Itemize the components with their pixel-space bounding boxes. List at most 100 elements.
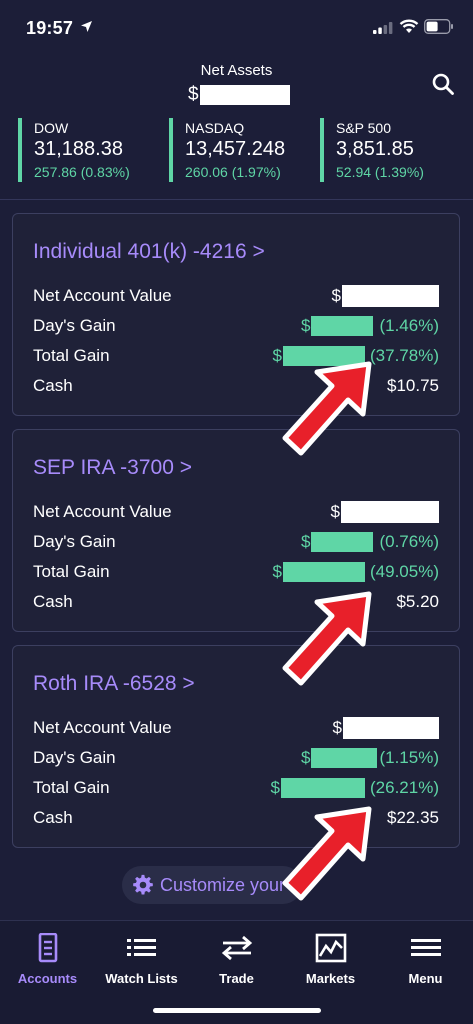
index-value: 3,851.85	[336, 138, 414, 160]
currency: $	[331, 286, 341, 305]
bottom-tab-bar: Accounts Watch Lists Trade Markets M	[0, 920, 473, 1024]
location-arrow-icon	[81, 21, 92, 32]
red-arrow-annotation	[282, 591, 372, 686]
net-account-value-row: Net Account Value $	[33, 284, 439, 308]
tab-trade[interactable]: Trade	[189, 933, 284, 986]
currency: $	[270, 778, 281, 797]
currency: $	[272, 562, 283, 581]
redacted-value	[311, 532, 374, 552]
cash-row: Cash $5.20	[33, 590, 439, 614]
row-label: Cash	[33, 376, 73, 395]
list-icon	[126, 939, 156, 956]
days-gain-pct: (1.15%)	[379, 748, 439, 767]
cellular-signal-icon	[373, 22, 393, 34]
account-title[interactable]: Individual 401(k) -4216 >	[33, 240, 265, 263]
tab-label: Trade	[219, 971, 254, 986]
days-gain-row: Day's Gain $ (0.76%)	[33, 530, 439, 554]
tab-label: Watch Lists	[105, 971, 178, 986]
tab-watch-lists[interactable]: Watch Lists	[94, 933, 189, 986]
row-label: Cash	[33, 808, 73, 827]
cash-row: Cash $22.35	[33, 806, 439, 830]
index-sp500[interactable]: S&P 500 3,851.85 52.94 (1.39%)	[320, 118, 424, 182]
index-name: S&P 500	[336, 120, 392, 136]
cash-value: $10.75	[387, 376, 439, 395]
currency: $	[332, 718, 342, 737]
total-gain-pct: (49.05%)	[370, 562, 439, 581]
account-card-sep-ira[interactable]: SEP IRA -3700 > Net Account Value $ Day'…	[12, 429, 460, 632]
battery-icon	[424, 19, 453, 34]
hamburger-menu-icon	[410, 939, 441, 956]
redacted-value	[343, 717, 439, 739]
tab-menu[interactable]: Menu	[378, 933, 473, 986]
document-icon	[38, 933, 57, 963]
account-card-401k[interactable]: Individual 401(k) -4216 > Net Account Va…	[12, 213, 460, 416]
net-assets-value: $	[188, 84, 290, 106]
tab-markets[interactable]: Markets	[283, 933, 378, 986]
row-label: Total Gain	[33, 346, 110, 365]
row-label: Day's Gain	[33, 748, 116, 767]
row-label: Net Account Value	[33, 286, 172, 305]
row-label: Day's Gain	[33, 316, 116, 335]
row-label: Total Gain	[33, 562, 110, 581]
customize-button[interactable]: Customize your	[122, 866, 302, 904]
cash-row: Cash $10.75	[33, 374, 439, 398]
account-title[interactable]: Roth IRA -6528 >	[33, 672, 195, 695]
redacted-value	[283, 346, 366, 366]
days-gain-row: Day's Gain $ (1.46%)	[33, 314, 439, 338]
currency: $	[301, 316, 311, 335]
account-title[interactable]: SEP IRA -3700 >	[33, 456, 192, 479]
currency: $	[272, 346, 283, 365]
total-gain-pct: (37.78%)	[370, 346, 439, 365]
status-bar: 19:57	[0, 0, 473, 50]
index-name: NASDAQ	[185, 120, 245, 136]
swap-arrows-icon	[221, 935, 252, 961]
row-label: Total Gain	[33, 778, 110, 797]
tab-accounts[interactable]: Accounts	[0, 933, 95, 986]
redacted-value	[281, 778, 366, 798]
net-assets-currency: $	[188, 84, 199, 105]
red-arrow-annotation	[282, 361, 372, 456]
chart-icon	[315, 933, 346, 963]
market-indices: DOW 31,188.38 257.86 (0.83%) NASDAQ 13,4…	[0, 118, 473, 182]
index-value: 13,457.248	[185, 138, 286, 160]
net-account-value-row: Net Account Value $	[33, 716, 439, 740]
wifi-icon	[399, 19, 419, 33]
home-indicator	[153, 1008, 321, 1013]
status-time: 19:57	[26, 18, 74, 38]
row-label: Cash	[33, 592, 73, 611]
total-gain-pct: (26.21%)	[370, 778, 439, 797]
total-gain-row: Total Gain $ (49.05%)	[33, 560, 439, 584]
redacted-value	[342, 285, 439, 307]
net-assets-label: Net Assets	[200, 62, 273, 79]
currency: $	[330, 502, 340, 521]
tab-label: Accounts	[17, 971, 78, 986]
header-divider	[0, 199, 473, 200]
index-value: 31,188.38	[34, 138, 123, 160]
index-name: DOW	[34, 120, 69, 136]
index-change: 52.94 (1.39%)	[336, 164, 424, 180]
net-account-value-row: Net Account Value $	[33, 500, 439, 524]
redacted-value	[341, 501, 439, 523]
currency: $	[301, 532, 311, 551]
search-icon[interactable]	[431, 72, 455, 96]
redacted-value	[283, 562, 366, 582]
cash-value: $22.35	[387, 808, 439, 827]
tab-label: Menu	[408, 971, 443, 986]
total-gain-row: Total Gain $ (37.78%)	[33, 344, 439, 368]
index-dow[interactable]: DOW 31,188.38 257.86 (0.83%)	[18, 118, 130, 182]
red-arrow-annotation	[282, 806, 372, 901]
redacted-value	[311, 316, 374, 336]
index-change: 260.06 (1.97%)	[185, 164, 281, 180]
row-label: Day's Gain	[33, 532, 116, 551]
days-gain-row: Day's Gain $ (1.15%)	[33, 746, 439, 770]
currency: $	[301, 748, 311, 767]
tab-label: Markets	[305, 971, 356, 986]
row-label: Net Account Value	[33, 718, 172, 737]
days-gain-pct: (0.76%)	[379, 532, 439, 551]
row-label: Net Account Value	[33, 502, 172, 521]
index-nasdaq[interactable]: NASDAQ 13,457.248 260.06 (1.97%)	[169, 118, 285, 182]
days-gain-pct: (1.46%)	[379, 316, 439, 335]
cash-value: $5.20	[396, 592, 439, 611]
account-card-roth-ira[interactable]: Roth IRA -6528 > Net Account Value $ Day…	[12, 645, 460, 848]
gear-icon	[133, 874, 153, 895]
